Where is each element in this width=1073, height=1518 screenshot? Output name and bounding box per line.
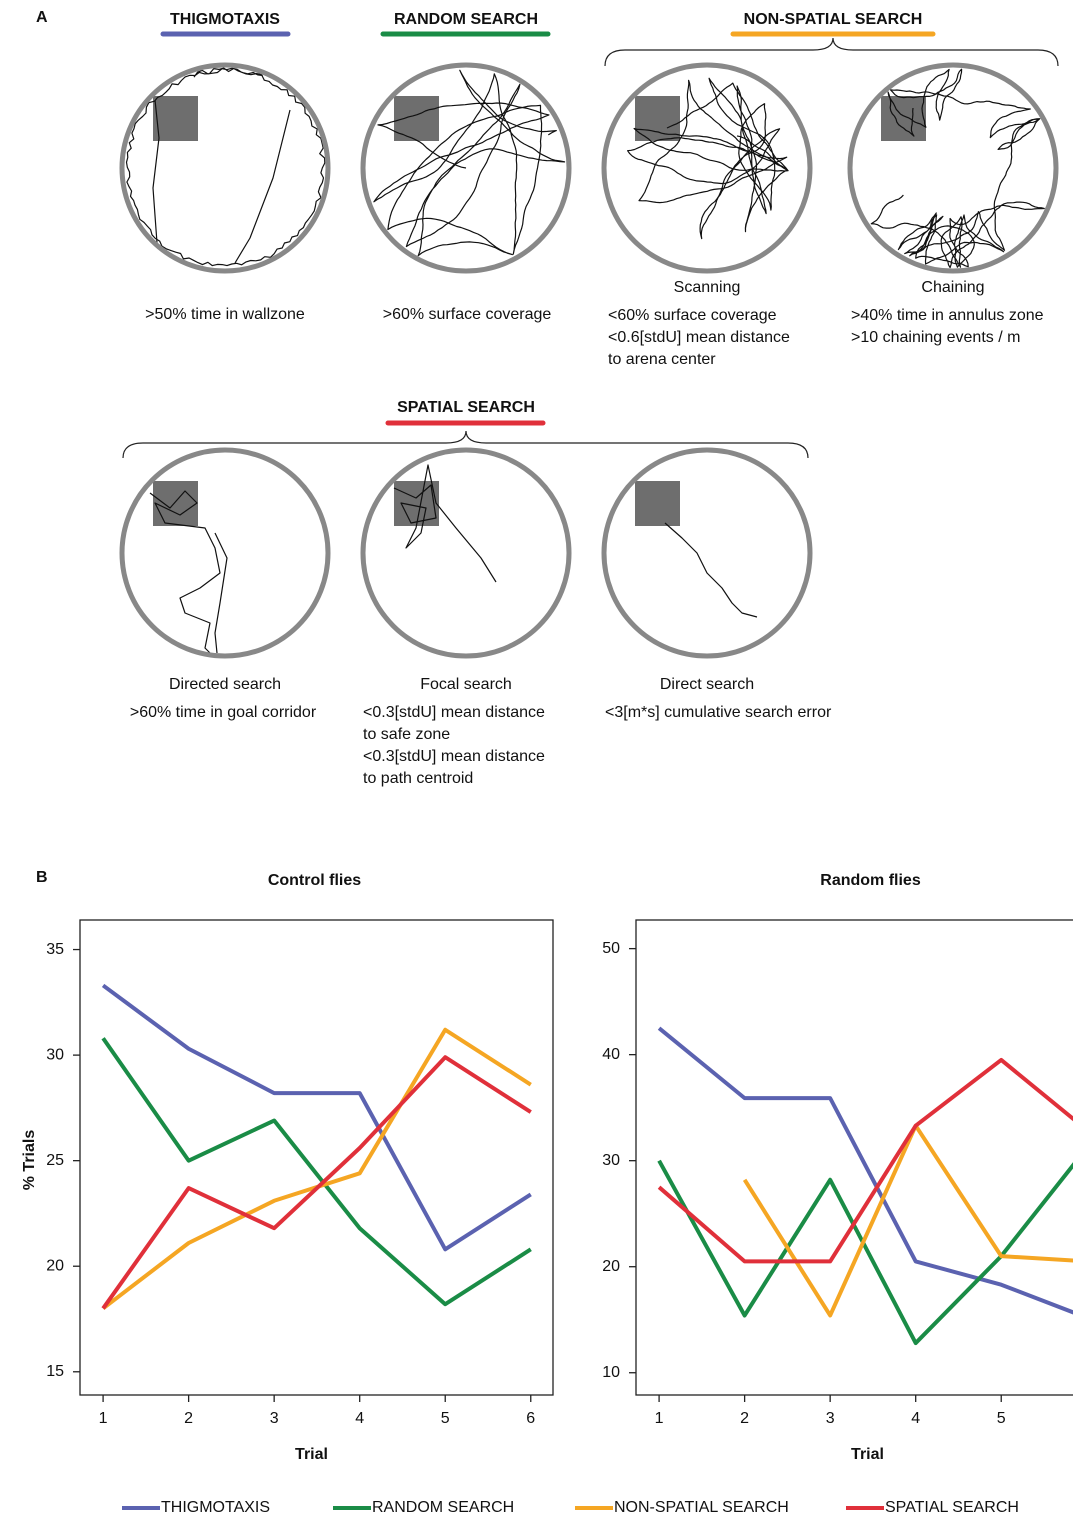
x-tick-label: 1: [655, 1410, 664, 1427]
strategy-name: Direct search: [660, 676, 754, 693]
criterion: >60% surface coverage: [383, 306, 552, 323]
criterion: <0.3[stdU] mean distance: [363, 704, 545, 721]
y-tick-label: 25: [46, 1152, 64, 1169]
arenas: [122, 65, 1056, 656]
strategy-name: Chaining: [921, 279, 984, 296]
plot-frame: [80, 920, 553, 1395]
criterion: to path centroid: [363, 770, 473, 787]
criterion: to safe zone: [363, 726, 450, 743]
arena: [122, 65, 328, 271]
goal-zone: [635, 481, 680, 526]
goal-zone: [881, 96, 926, 141]
panel-label: B: [36, 869, 48, 886]
x-tick-label: 5: [441, 1410, 450, 1427]
x-tick-label: 3: [826, 1410, 835, 1427]
criterion: to arena center: [608, 351, 716, 368]
x-tick-label: 5: [997, 1410, 1006, 1427]
y-tick-label: 10: [602, 1364, 620, 1381]
criterion: <3[m*s] cumulative search error: [605, 704, 832, 721]
legend-label: SPATIAL SEARCH: [885, 1499, 1019, 1516]
y-axis-label: % Trials: [21, 1130, 38, 1191]
strategy-name: Scanning: [674, 279, 741, 296]
y-tick-label: 50: [602, 940, 620, 957]
strategy-name: Focal search: [420, 676, 512, 693]
y-tick-label: 40: [602, 1046, 620, 1063]
goal-zone: [153, 96, 198, 141]
chart-title: Control flies: [268, 872, 361, 889]
y-tick-label: 20: [602, 1258, 620, 1275]
trajectory: [215, 533, 227, 653]
group-title: THIGMOTAXIS: [170, 11, 280, 28]
legend-label: THIGMOTAXIS: [161, 1499, 270, 1516]
brace: [123, 431, 808, 458]
x-axis-label: Trial: [851, 1446, 884, 1463]
legend-label: NON-SPATIAL SEARCH: [614, 1499, 789, 1516]
criterion: >40% time in annulus zone: [851, 307, 1044, 324]
x-tick-label: 6: [526, 1410, 535, 1427]
x-tick-label: 1: [99, 1410, 108, 1427]
trajectory: [235, 110, 290, 263]
x-tick-label: 4: [911, 1410, 920, 1427]
criterion: >50% time in wallzone: [145, 306, 305, 323]
figure: A B THIGMOTAXIS RANDOM SEARCH NON-SPATIAL …: [0, 0, 1073, 1518]
criterion: >60% time in goal corridor: [130, 704, 317, 721]
criterion: <0.3[stdU] mean distance: [363, 748, 545, 765]
arena: [604, 450, 810, 656]
brace: [605, 38, 1058, 66]
x-tick-label: 3: [270, 1410, 279, 1427]
y-tick-label: 35: [46, 941, 64, 958]
criterion: <60% surface coverage: [608, 307, 777, 324]
arena: [604, 65, 810, 271]
series-line: [103, 1038, 531, 1304]
page: A B THIGMOTAXIS RANDOM SEARCH NON-SPATIAL …: [0, 0, 1073, 1518]
y-tick-label: 15: [46, 1363, 64, 1380]
y-tick-label: 30: [602, 1152, 620, 1169]
plot-frame: [636, 920, 1073, 1395]
arena: [363, 450, 569, 656]
y-tick-label: 30: [46, 1046, 64, 1063]
group-title: SPATIAL SEARCH: [397, 399, 535, 416]
strategy-name: Directed search: [169, 676, 281, 693]
series-line: [745, 1126, 1073, 1316]
x-tick-label: 2: [740, 1410, 749, 1427]
legend-label: RANDOM SEARCH: [372, 1499, 514, 1516]
y-tick-label: 20: [46, 1257, 64, 1274]
x-tick-label: 2: [184, 1410, 193, 1427]
goal-zone: [153, 481, 198, 526]
criterion: <0.6[stdU] mean distance: [608, 329, 790, 346]
trajectory: [665, 523, 757, 617]
group-title: RANDOM SEARCH: [394, 11, 538, 28]
group-title: NON-SPATIAL SEARCH: [744, 11, 923, 28]
chart-title: Random flies: [820, 872, 921, 889]
x-tick-label: 4: [355, 1410, 364, 1427]
series-line: [659, 1148, 1073, 1343]
criterion: >10 chaining events / m: [851, 329, 1020, 346]
panel-label: A: [36, 9, 48, 26]
x-axis-label: Trial: [295, 1446, 328, 1463]
series-line: [103, 985, 531, 1249]
